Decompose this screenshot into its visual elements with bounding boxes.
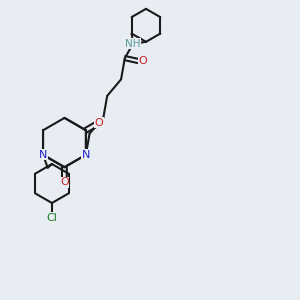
Text: N: N: [39, 150, 47, 160]
Text: N: N: [82, 150, 90, 160]
Text: O: O: [139, 56, 147, 66]
Text: O: O: [60, 177, 69, 187]
Text: Cl: Cl: [46, 213, 57, 223]
Text: O: O: [94, 118, 103, 128]
Text: NH: NH: [125, 39, 141, 49]
